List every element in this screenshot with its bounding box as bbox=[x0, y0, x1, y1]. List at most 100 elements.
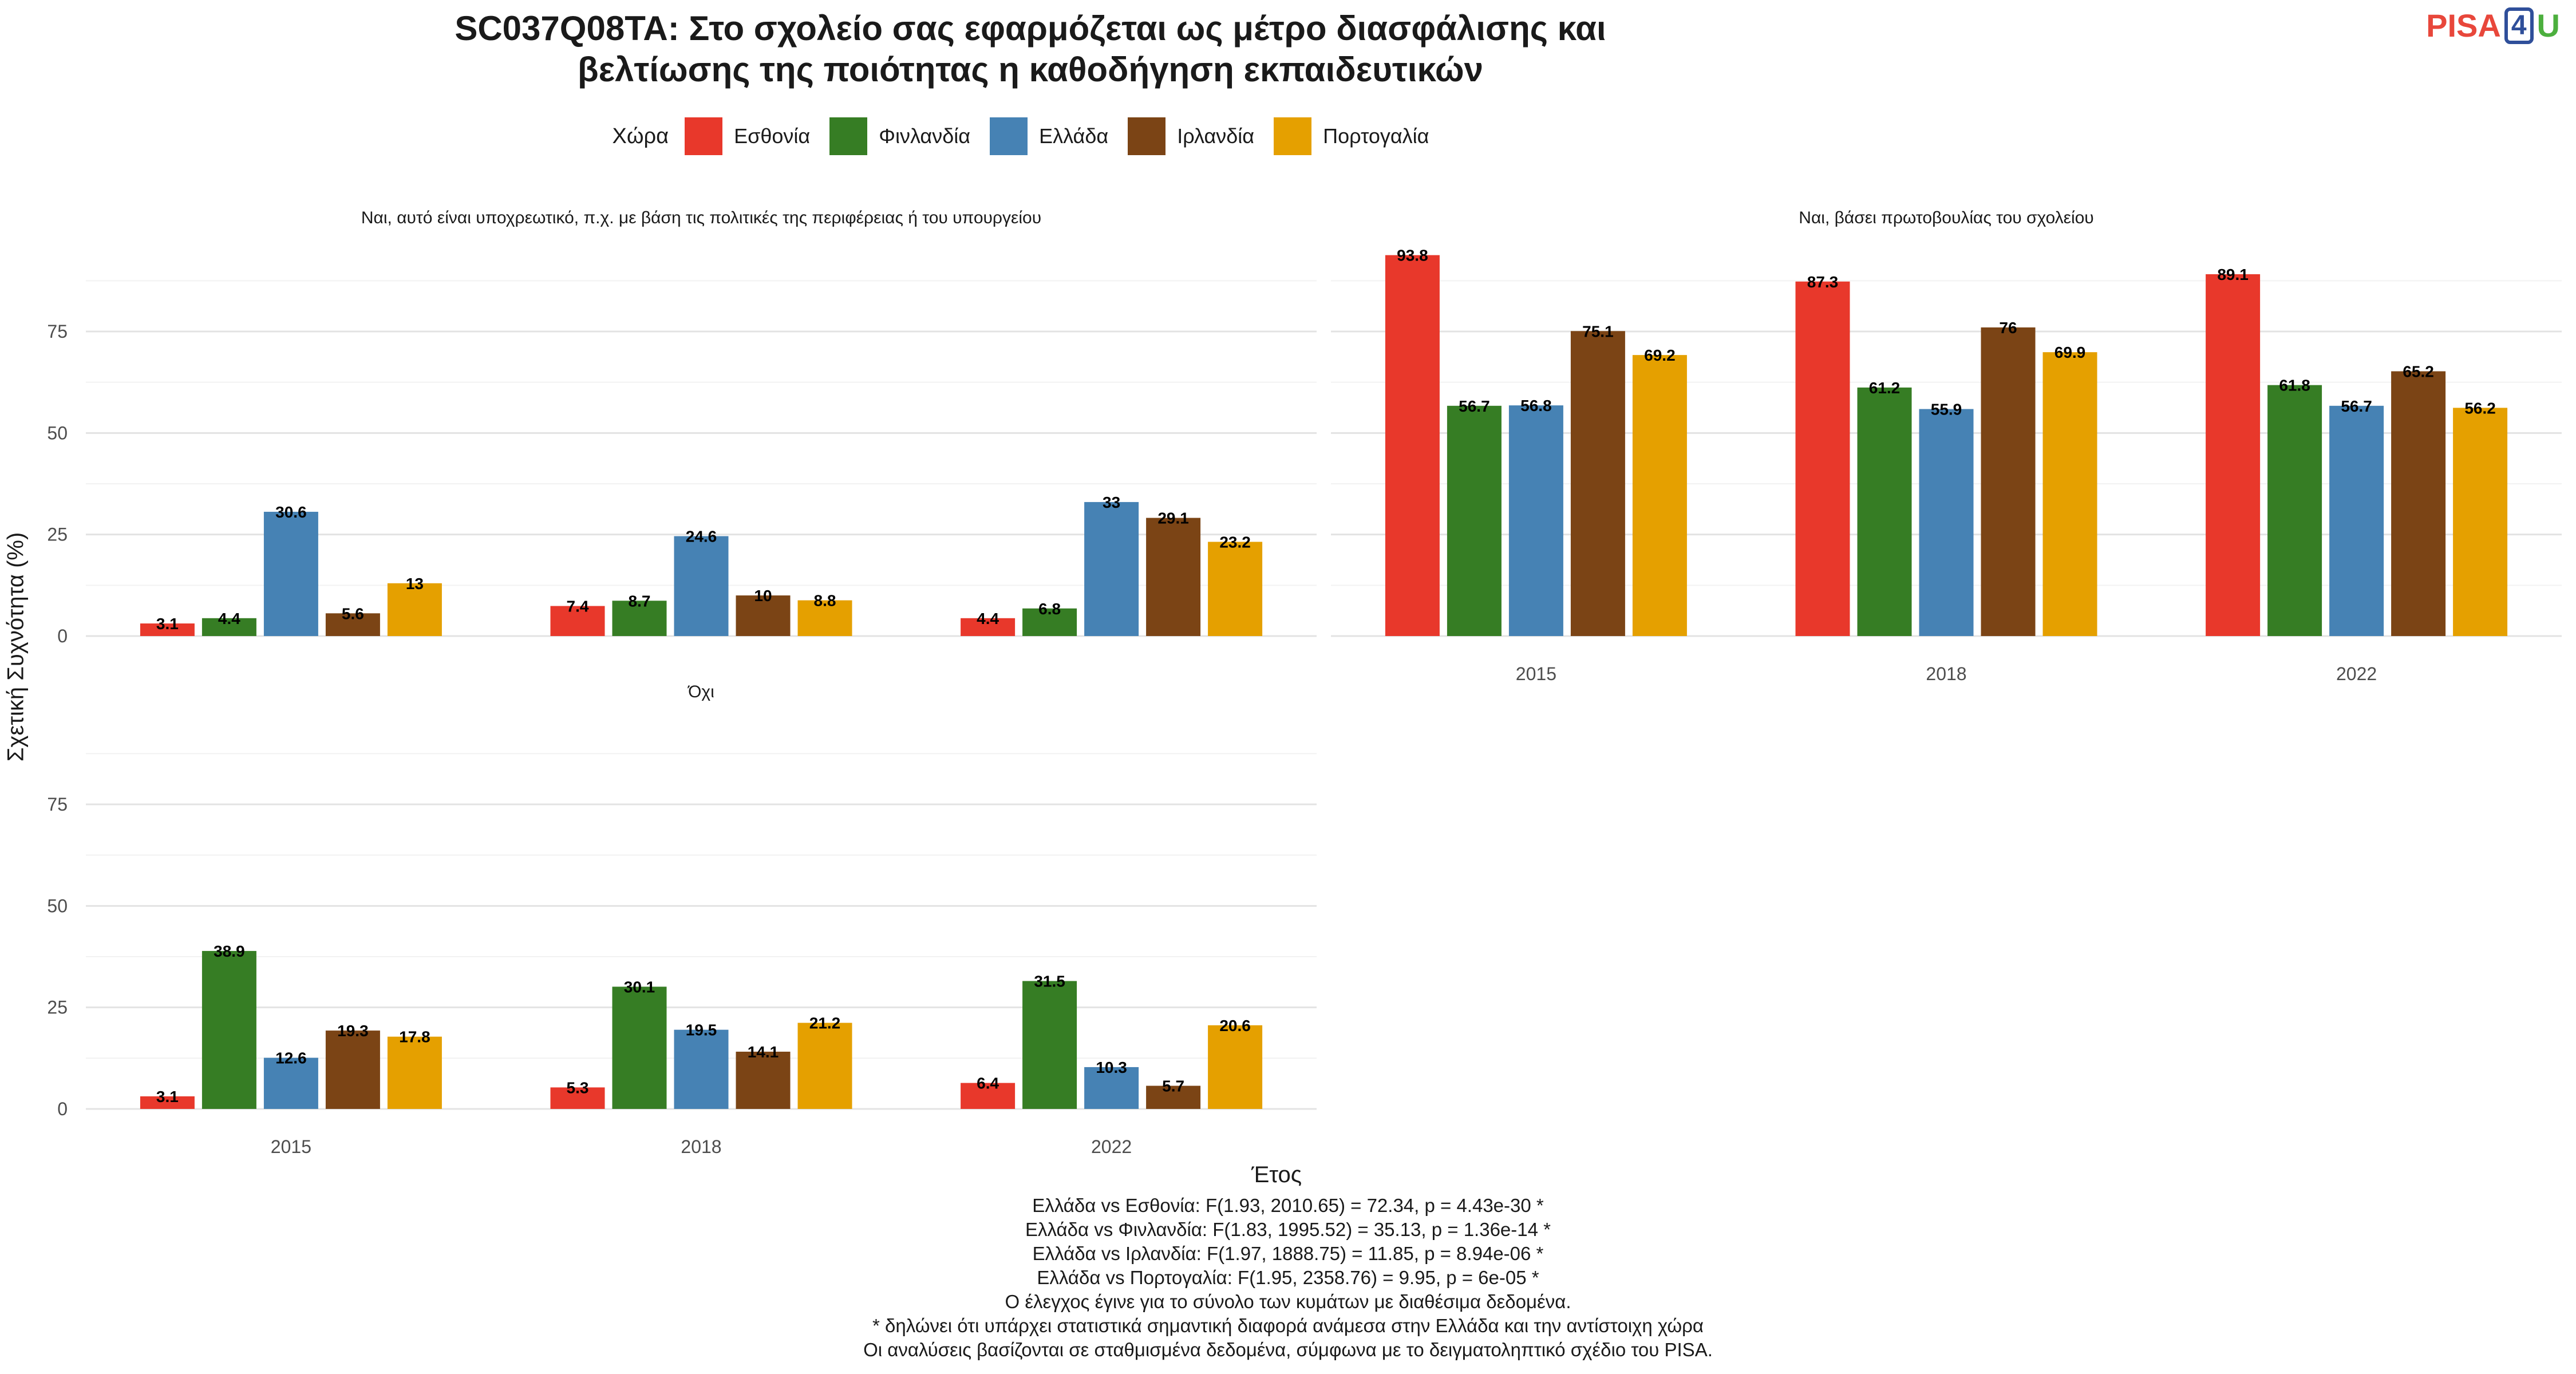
bar-value-label: 12.6 bbox=[275, 1049, 307, 1067]
chart-title-line1: SC037Q08TA: Στο σχολείο σας εφαρμόζεται … bbox=[455, 9, 1606, 48]
bar-value-label: 30.1 bbox=[624, 978, 655, 996]
legend-item-greece: Ελλάδα bbox=[990, 117, 1108, 155]
y-tick-label: 75 bbox=[47, 794, 68, 815]
x-tick-label: 2018 bbox=[1926, 664, 1966, 684]
bar-value-label: 69.9 bbox=[2055, 344, 2086, 361]
bar bbox=[1632, 355, 1687, 636]
bar-value-label: 38.9 bbox=[214, 942, 245, 960]
bar-value-label: 3.1 bbox=[156, 615, 179, 633]
x-tick-label: 2022 bbox=[1091, 1136, 1132, 1157]
bar-value-label: 76 bbox=[1999, 319, 2017, 337]
bar bbox=[2329, 405, 2384, 636]
legend-label-estonia: Εσθονία bbox=[734, 124, 811, 148]
legend: Χώρα Εσθονία Φινλανδία Ελλάδα Ιρλανδία Π… bbox=[0, 117, 2061, 155]
bar bbox=[2391, 371, 2446, 636]
bar-value-label: 4.4 bbox=[977, 610, 999, 627]
note-line: Ελλάδα vs Πορτογαλία: F(1.95, 2358.76) =… bbox=[1037, 1267, 1539, 1288]
bar-value-label: 5.3 bbox=[567, 1079, 589, 1096]
bar-value-label: 7.4 bbox=[567, 598, 589, 615]
chart-title-line2: βελτίωσης της ποιότητας η καθοδήγηση εκπ… bbox=[577, 50, 1483, 89]
bar bbox=[202, 951, 256, 1109]
legend-item-estonia: Εσθονία bbox=[685, 117, 810, 155]
pisa4u-logo: PISA 4 U bbox=[2426, 7, 2560, 44]
legend-label-finland: Φινλανδία bbox=[879, 124, 971, 148]
legend-item-portugal: Πορτογαλία bbox=[1274, 117, 1429, 155]
note-line: Ελλάδα vs Εσθονία: F(1.93, 2010.65) = 72… bbox=[1032, 1195, 1544, 1216]
bar-value-label: 61.2 bbox=[1869, 379, 1901, 397]
bar-value-label: 3.1 bbox=[156, 1088, 179, 1105]
bar bbox=[325, 1030, 380, 1109]
bar bbox=[1981, 327, 2036, 636]
x-tick-label: 2015 bbox=[271, 1136, 311, 1157]
bar-value-label: 8.7 bbox=[629, 592, 651, 610]
bar bbox=[263, 511, 318, 636]
legend-swatch-ireland bbox=[1128, 117, 1166, 155]
logo-pisa-text: PISA bbox=[2426, 7, 2501, 44]
bar-value-label: 8.8 bbox=[814, 592, 836, 610]
bar bbox=[325, 613, 380, 636]
bar-value-label: 19.5 bbox=[686, 1021, 717, 1039]
bar-value-label: 23.2 bbox=[1219, 533, 1251, 551]
bar bbox=[797, 1022, 852, 1109]
panel-title: Ναι, βάσει πρωτοβουλίας του σχολείου bbox=[1799, 208, 2093, 227]
legend-swatch-finland bbox=[829, 117, 868, 155]
bar bbox=[674, 1029, 729, 1109]
legend-label-portugal: Πορτογαλία bbox=[1323, 124, 1429, 148]
bar bbox=[797, 600, 852, 636]
bar-value-label: 14.1 bbox=[748, 1043, 779, 1061]
note-line: Ο έλεγχος έγινε για το σύνολο των κυμάτω… bbox=[1005, 1291, 1571, 1312]
bar bbox=[387, 583, 442, 636]
note-line: Ελλάδα vs Ιρλανδία: F(1.97, 1888.75) = 1… bbox=[1032, 1243, 1544, 1264]
bar-value-label: 17.8 bbox=[399, 1028, 430, 1046]
bar bbox=[387, 1036, 442, 1109]
bar bbox=[1208, 542, 1263, 636]
x-tick-label: 2022 bbox=[2336, 664, 2377, 684]
legend-title: Χώρα bbox=[612, 124, 669, 148]
x-tick-label: 2018 bbox=[681, 1136, 721, 1157]
bar-value-label: 5.7 bbox=[1162, 1077, 1184, 1095]
bar bbox=[1208, 1025, 1263, 1109]
bar-value-label: 6.4 bbox=[977, 1075, 999, 1092]
legend-swatch-portugal bbox=[1274, 117, 1312, 155]
bar-value-label: 55.9 bbox=[1931, 400, 1962, 418]
bar-value-label: 56.7 bbox=[2341, 397, 2372, 415]
bar bbox=[612, 986, 667, 1109]
bar-value-label: 31.5 bbox=[1034, 973, 1065, 990]
bar bbox=[2453, 408, 2508, 636]
y-tick-label: 50 bbox=[47, 895, 68, 916]
legend-label-greece: Ελλάδα bbox=[1039, 124, 1109, 148]
bar-value-label: 56.7 bbox=[1459, 397, 1490, 415]
bar bbox=[1084, 1067, 1139, 1109]
bar-value-label: 87.3 bbox=[1807, 273, 1839, 291]
panel-title: Ναι, αυτό είναι υποχρεωτικό, π.χ. με βάσ… bbox=[361, 208, 1041, 227]
bar-value-label: 89.1 bbox=[2217, 266, 2249, 283]
bar bbox=[961, 1083, 1016, 1109]
y-tick-label: 0 bbox=[57, 1099, 68, 1119]
bar bbox=[1447, 405, 1502, 636]
bar-value-label: 65.2 bbox=[2403, 363, 2434, 381]
bar-value-label: 10 bbox=[754, 587, 772, 605]
bar-value-label: 20.6 bbox=[1219, 1017, 1251, 1035]
bar bbox=[736, 595, 791, 636]
bar-value-label: 61.8 bbox=[2279, 377, 2310, 394]
bar-value-label: 10.3 bbox=[1096, 1059, 1127, 1076]
bar bbox=[2042, 352, 2097, 636]
bar-value-label: 69.2 bbox=[1644, 346, 1676, 364]
bar bbox=[736, 1051, 791, 1109]
bar bbox=[1508, 405, 1563, 636]
bar bbox=[140, 1096, 195, 1109]
panel-title: Όχι bbox=[687, 682, 714, 701]
y-tick-label: 0 bbox=[57, 626, 68, 646]
bar-value-label: 33 bbox=[1103, 493, 1120, 511]
note-line: Οι αναλύσεις βασίζονται σε σταθμισμένα δ… bbox=[863, 1339, 1713, 1360]
bar-value-label: 30.6 bbox=[275, 503, 307, 521]
bar-value-label: 29.1 bbox=[1157, 510, 1189, 527]
bar bbox=[1385, 255, 1440, 636]
logo-four-text: 4 bbox=[2504, 7, 2534, 44]
bar bbox=[1570, 331, 1625, 636]
bar-value-label: 93.8 bbox=[1397, 247, 1428, 264]
bar bbox=[1146, 518, 1201, 636]
legend-label-ireland: Ιρλανδία bbox=[1177, 124, 1255, 148]
bar-value-label: 4.4 bbox=[218, 610, 240, 627]
